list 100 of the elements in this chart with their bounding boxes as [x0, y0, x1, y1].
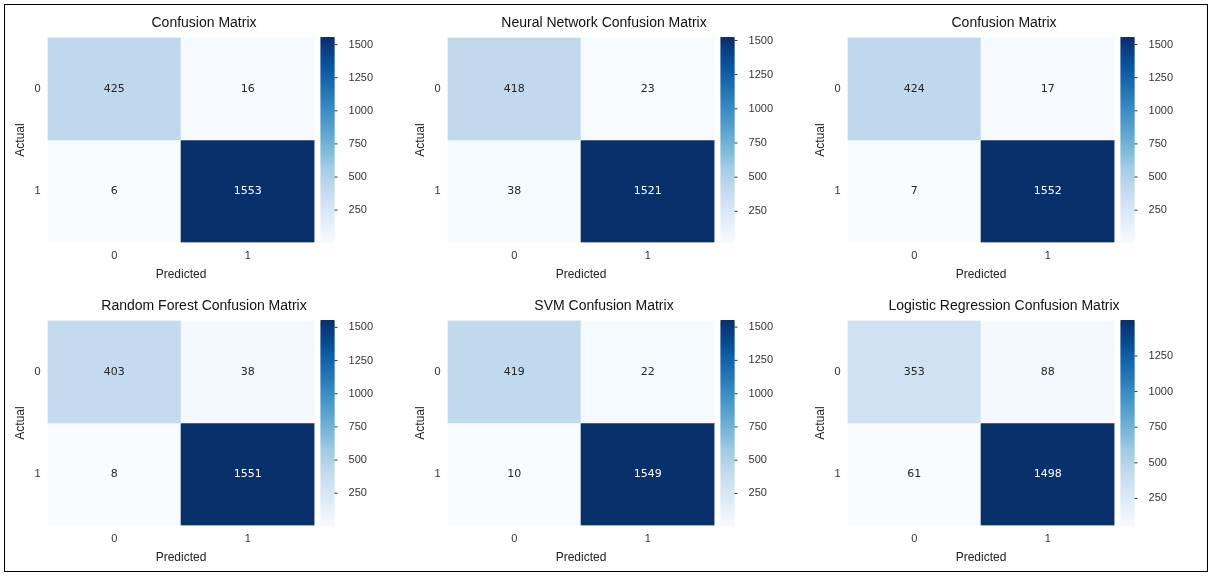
- x-tick-label: 0: [511, 532, 518, 545]
- y-tick-label: 0: [834, 81, 841, 94]
- chart-title: Random Forest Confusion Matrix: [101, 297, 307, 314]
- x-tick-label: 1: [244, 532, 251, 545]
- chart-title: Confusion Matrix: [951, 14, 1057, 31]
- data-label: 22: [640, 364, 655, 378]
- y-tick-label: 0: [434, 81, 441, 94]
- data-label: 38: [507, 184, 522, 198]
- x-tick-label: 0: [111, 249, 118, 262]
- color-bar-label: 1500: [348, 37, 374, 50]
- x-axis-title: Predicted: [555, 550, 607, 565]
- color-bar-label: 1500: [748, 33, 774, 46]
- data-label: 1498: [1033, 467, 1062, 481]
- color-bar-label: 1250: [348, 70, 374, 83]
- y-tick-label: 0: [834, 364, 841, 377]
- y-tick-label: 1: [34, 467, 41, 480]
- y-axis-title: Actual: [12, 123, 27, 157]
- x-axis-title: Predicted: [555, 267, 607, 282]
- data-label: 1521: [633, 184, 662, 198]
- color-bar-label: 500: [348, 453, 367, 466]
- x-tick-label: 0: [511, 249, 518, 262]
- color-bar-label: 1000: [348, 103, 374, 116]
- chart-title: Neural Network Confusion Matrix: [501, 14, 707, 31]
- color-bar-label: 1500: [1148, 37, 1174, 50]
- chart-title: SVM Confusion Matrix: [534, 297, 674, 314]
- color-bar-label: 750: [748, 419, 767, 432]
- color-bar-label: 250: [348, 203, 367, 216]
- y-tick-label: 0: [434, 364, 441, 377]
- data-label: 419: [503, 364, 525, 378]
- color-bar-label: 1000: [1148, 103, 1174, 116]
- x-axis-title: Predicted: [155, 267, 207, 282]
- data-label: 425: [103, 81, 125, 95]
- x-tick-label: 1: [644, 249, 651, 262]
- x-axis-title: Predicted: [955, 267, 1007, 282]
- color-bar-label: 1250: [748, 67, 774, 80]
- chart-title: Confusion Matrix: [151, 14, 257, 31]
- x-tick-label: 1: [1044, 532, 1051, 545]
- y-tick-label: 0: [34, 364, 41, 377]
- color-bar-label: 250: [1148, 203, 1167, 216]
- x-axis-title: Predicted: [155, 550, 207, 565]
- data-label: 61: [907, 467, 922, 481]
- x-tick-label: 0: [111, 532, 118, 545]
- y-axis-title: Actual: [12, 406, 27, 440]
- data-label: 6: [110, 184, 118, 198]
- y-tick-label: 1: [434, 467, 441, 480]
- y-axis-title: Actual: [812, 123, 827, 157]
- x-axis-title: Predicted: [955, 550, 1007, 565]
- data-label: 1551: [233, 467, 262, 481]
- chart-title: Logistic Regression Confusion Matrix: [888, 297, 1120, 314]
- data-label: 38: [240, 364, 255, 378]
- color-bar-label: 500: [1148, 455, 1167, 468]
- y-axis-title: Actual: [412, 123, 427, 157]
- color-bar-label: 750: [1148, 420, 1167, 433]
- color-bar-label: 1250: [1148, 70, 1174, 83]
- data-label: 424: [903, 81, 925, 95]
- color-bar-label: 750: [748, 136, 767, 149]
- color-bar-label: 1250: [348, 353, 374, 366]
- color-bar-label: 250: [1148, 491, 1167, 504]
- color-bar-label: 500: [348, 170, 367, 183]
- data-label: 88: [1040, 364, 1055, 378]
- color-bar-label: 250: [748, 486, 767, 499]
- data-label: 403: [103, 364, 125, 378]
- y-tick-label: 0: [34, 81, 41, 94]
- color-bar-label: 1000: [748, 386, 774, 399]
- y-tick-label: 1: [34, 184, 41, 197]
- x-tick-label: 0: [911, 532, 918, 545]
- color-bar-label: 250: [748, 204, 767, 217]
- color-bar-label: 500: [748, 453, 767, 466]
- data-label: 17: [1040, 81, 1055, 95]
- color-bar-label: 750: [1148, 136, 1167, 149]
- data-label: 1552: [1033, 184, 1062, 198]
- color-bar-label: 1000: [348, 386, 374, 399]
- color-bar-label: 1500: [748, 320, 774, 333]
- x-tick-label: 1: [244, 249, 251, 262]
- data-label: 23: [640, 81, 655, 95]
- data-label: 1553: [233, 184, 262, 198]
- color-bar-label: 500: [748, 170, 767, 183]
- color-bar-label: 1000: [1148, 384, 1174, 397]
- y-axis-title: Actual: [412, 406, 427, 440]
- color-bar-label: 750: [348, 419, 367, 432]
- data-label: 8: [110, 467, 118, 481]
- color-bar-label: 1500: [348, 320, 374, 333]
- data-label: 7: [910, 184, 918, 198]
- data-label: 16: [240, 81, 255, 95]
- x-tick-label: 1: [1044, 249, 1051, 262]
- color-bar-label: 1250: [748, 353, 774, 366]
- color-bar-label: 750: [348, 136, 367, 149]
- y-tick-label: 1: [434, 184, 441, 197]
- x-tick-label: 1: [644, 532, 651, 545]
- y-axis-title: Actual: [812, 406, 827, 440]
- x-tick-label: 0: [911, 249, 918, 262]
- color-bar-label: 500: [1148, 170, 1167, 183]
- data-label: 1549: [633, 467, 662, 481]
- data-label: 418: [503, 81, 525, 95]
- color-bar-label: 1250: [1148, 348, 1174, 361]
- color-bar-label: 250: [348, 486, 367, 499]
- y-tick-label: 1: [834, 184, 841, 197]
- color-bar-label: 1000: [748, 101, 774, 114]
- data-label: 10: [507, 467, 522, 481]
- y-tick-label: 1: [834, 467, 841, 480]
